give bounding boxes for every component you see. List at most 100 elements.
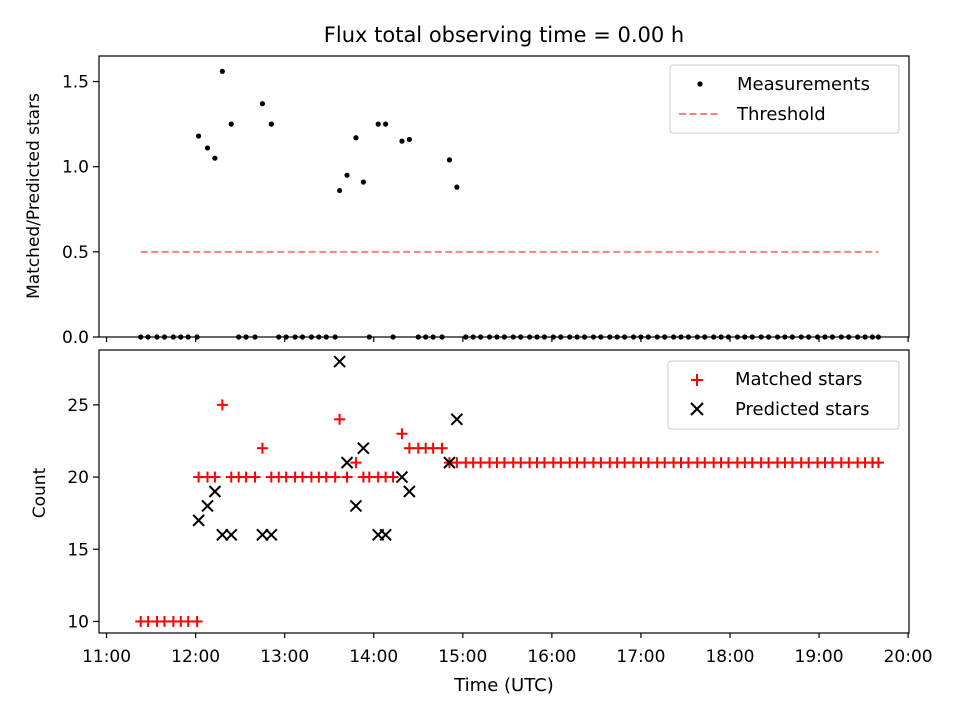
measurement-point [558,334,564,340]
count-y-tick-label: 10 [67,612,89,632]
measurement-point [598,334,604,340]
count-y-axis-label: Count [30,467,50,518]
measurement-point [486,334,493,340]
measurement-point [518,334,524,340]
ratio-y-ticks: 0.0 0.5 1.0 1.5 [62,73,99,348]
measurement-point [145,334,151,340]
matched-star-point [872,457,884,469]
measurement-point [204,145,211,151]
ratio-legend-box [669,64,900,134]
matched-star-point [341,471,353,483]
count-y-tick-label: 25 [67,396,89,416]
predicted-star-point [395,470,409,484]
measurement-point [718,334,724,340]
measurement-point [782,334,788,340]
measurement-point [550,334,556,340]
x-tick-label: 18:00 [705,647,754,667]
measurement-points [138,68,882,340]
measurement-point [423,334,429,340]
count-x-ticks: 11:00 12:00 13:00 14:00 15:00 16:00 17:00 18:00… [82,633,933,667]
measurement-point [829,334,836,340]
measurement-point [299,334,306,340]
measurement-point [630,334,637,340]
matched-star-point [387,471,399,483]
matched-star-point [436,442,448,454]
predicted-star-point [201,499,214,513]
measurement-point [170,334,176,340]
measurement-point [243,334,249,340]
legend-matched-label: Matched stars [735,369,862,390]
count-y-tick-label: 15 [67,540,89,560]
measurement-point [749,334,755,340]
measurement-point [390,334,396,340]
measurement-point [765,334,772,340]
measurement-point [869,334,876,340]
measurement-point [259,101,266,107]
measurement-point [415,334,421,340]
ratio-y-tick-label: 1.0 [62,158,89,178]
measurement-point [702,334,708,340]
predicted-star-point [450,413,464,426]
measurement-point [292,334,298,340]
measurement-point [316,334,322,340]
x-tick-label: 19:00 [795,647,844,667]
measurement-point [838,334,844,340]
matched-star-point [249,471,261,483]
measurement-point [446,157,453,163]
x-tick-label: 12:00 [171,647,220,667]
matched-star-point [334,413,346,425]
measurement-point [846,334,852,340]
predicted-star-point [208,485,222,498]
measurement-point [228,121,234,127]
measurement-point [574,334,580,340]
predicted-star-point [333,355,346,368]
measurement-point [534,334,540,340]
measurement-point [590,334,597,340]
measurement-point [510,334,516,340]
figure-title: Flux total observing time = 0.00 h [324,23,684,47]
measurement-point [581,334,588,340]
measurement-point [470,334,476,340]
measurement-point [567,334,573,340]
measurement-point [344,172,350,178]
measurement-point [875,334,882,340]
ratio-panel: 0.0 0.5 1.0 1.5 Matched/Predicted stars Mea… [24,55,910,348]
measurement-point [814,334,821,340]
measurement-point [268,121,274,127]
legend-threshold-label: Threshold [736,104,826,125]
ratio-legend: Measurements Threshold [669,64,900,134]
matched-star-point [256,442,268,454]
measurement-point [774,334,781,340]
x-tick-label: 11:00 [82,647,131,667]
matched-stars-points [135,399,884,627]
measurement-point [252,334,258,340]
measurement-point [742,334,748,340]
legend-predicted-label: Predicted stars [735,399,869,420]
count-y-tick-label: 20 [67,468,89,488]
predicted-star-point [349,499,363,513]
measurement-point [154,334,160,340]
legend-predicted-marker [690,402,704,416]
ratio-y-tick-label: 0.5 [62,243,89,263]
measurement-point [161,334,168,340]
measurement-point [276,334,282,340]
measurement-point [337,187,343,194]
x-tick-label: 13:00 [260,647,309,667]
measurement-point [463,334,469,340]
matched-star-point [350,457,362,469]
measurement-point [323,334,329,340]
measurement-point [478,334,484,340]
predicted-star-point [379,528,392,542]
measurement-point [678,334,684,340]
measurement-point [638,334,644,340]
predicted-star-point [216,528,229,542]
measurement-point [734,334,741,340]
predicted-star-point [357,441,370,455]
measurement-point [822,334,828,340]
measurement-point [406,136,412,143]
count-plot-area [98,349,910,634]
matched-star-point [191,615,203,627]
measurement-point [622,334,628,340]
measurement-point [607,334,613,340]
